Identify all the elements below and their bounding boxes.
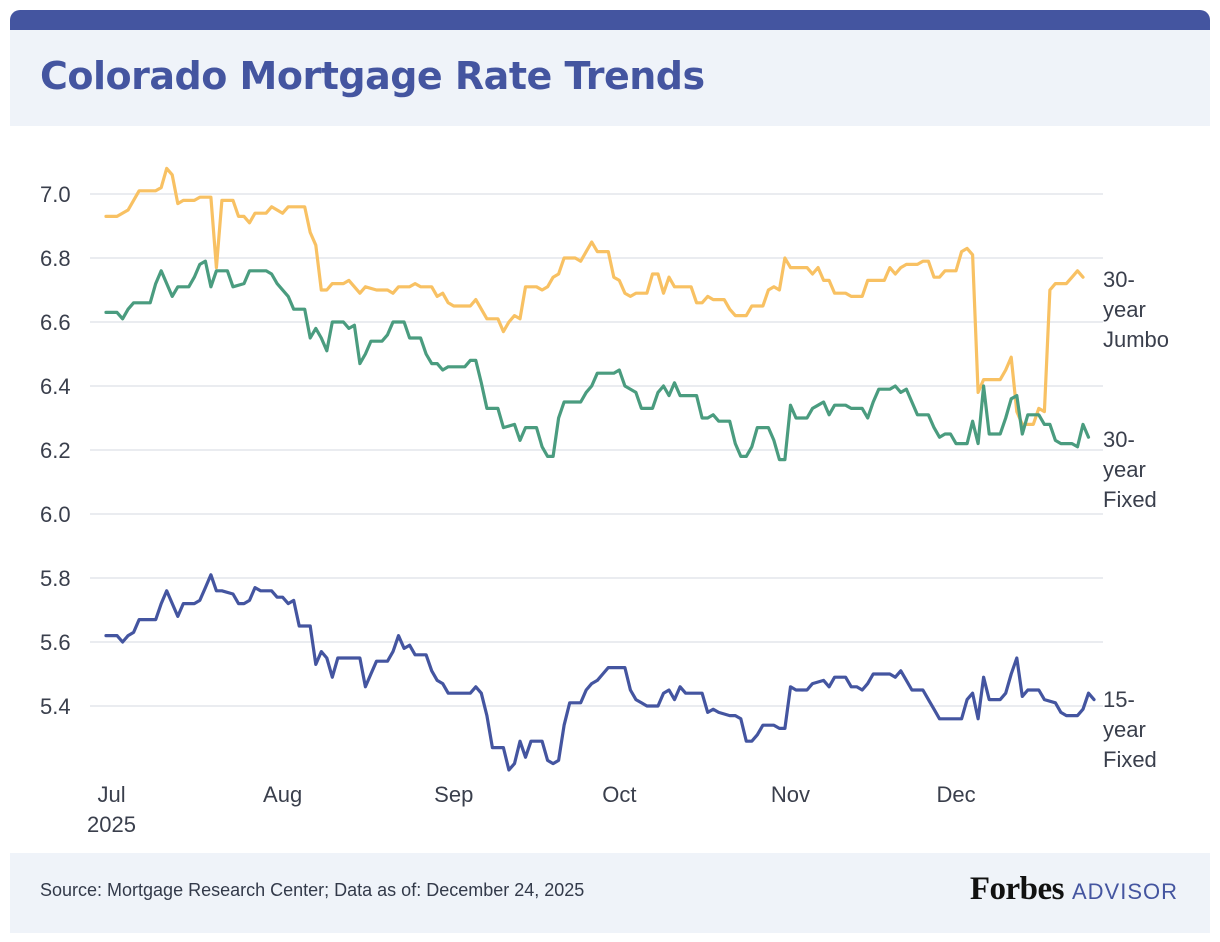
series-label: year: [1103, 457, 1146, 482]
series-label: Jumbo: [1103, 327, 1169, 352]
y-tick-label: 6.0: [40, 502, 71, 527]
series-label: 30-: [1103, 427, 1135, 452]
top-accent-bar: [10, 10, 1210, 30]
y-tick-label: 6.6: [40, 310, 71, 335]
brand-logo: Forbes ADVISOR: [970, 871, 1178, 908]
series-label: Fixed: [1103, 487, 1157, 512]
chart-title: Colorado Mortgage Rate Trends: [40, 54, 705, 98]
x-tick-sublabel: 2025: [87, 812, 136, 837]
y-tick-label: 5.4: [40, 694, 71, 719]
x-tick-label: Sep: [434, 782, 473, 807]
x-tick-label: Oct: [602, 782, 636, 807]
series-line-30-year-fixed: [104, 259, 1091, 462]
brand-logo-main: Forbes: [969, 871, 1065, 907]
series-label: 30-: [1103, 267, 1135, 292]
y-tick-label: 6.4: [40, 374, 71, 399]
x-tick-label: Nov: [771, 782, 810, 807]
x-tick-label: Jul: [97, 782, 125, 807]
y-tick-label: 6.8: [40, 246, 71, 271]
line-chart: 7.0 6.8 6.6 6.4 6.2 6.0 5.8 5.6 5.4 Jul 2025 Aug Se…: [40, 166, 1169, 837]
brand-logo-sub: ADVISOR: [1071, 879, 1178, 904]
series-line-30-year-jumbo: [104, 166, 1085, 426]
series-labels: 30- year Jumbo 30- year Fixed 15- year Fixed: [1103, 267, 1169, 772]
y-tick-label: 5.8: [40, 566, 71, 591]
y-tick-label: 6.2: [40, 438, 71, 463]
series-label: year: [1103, 717, 1146, 742]
y-axis-ticks: 7.0 6.8 6.6 6.4 6.2 6.0 5.8 5.6 5.4: [40, 182, 71, 719]
series-label: year: [1103, 297, 1146, 322]
x-tick-label: Dec: [936, 782, 975, 807]
series-label: Fixed: [1103, 747, 1157, 772]
series-lines: [104, 166, 1096, 772]
gridlines: [90, 193, 1103, 707]
x-axis-ticks: Jul 2025 Aug Sep Oct Nov Dec: [87, 782, 976, 837]
series-line-15-year-fixed: [104, 573, 1096, 772]
y-tick-label: 7.0: [40, 182, 71, 207]
chart-header: Colorado Mortgage Rate Trends: [10, 30, 1210, 126]
source-note: Source: Mortgage Research Center; Data a…: [40, 880, 585, 900]
y-tick-label: 5.6: [40, 630, 71, 655]
chart-footer: Source: Mortgage Research Center; Data a…: [10, 853, 1210, 933]
x-tick-label: Aug: [263, 782, 302, 807]
series-label: 15-: [1103, 687, 1135, 712]
